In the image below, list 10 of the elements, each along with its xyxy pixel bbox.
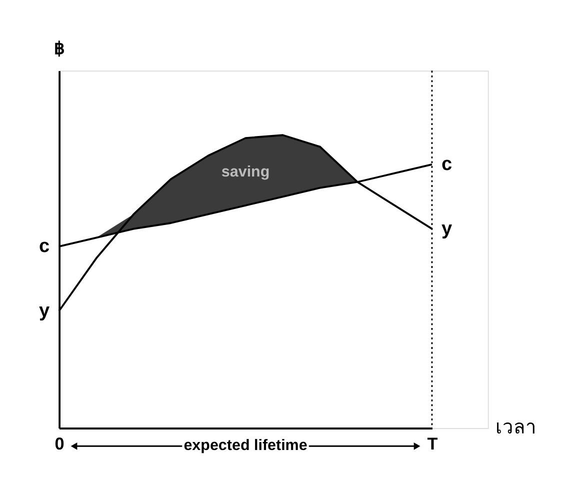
text: expected lifetime	[184, 436, 308, 454]
annotation: saving	[221, 164, 270, 181]
x-tick-label: T	[427, 433, 438, 454]
y-axis-title: ฿	[54, 38, 66, 58]
text: y	[441, 218, 452, 240]
series-label: c	[38, 236, 50, 258]
x-axis-title: เวลา	[496, 416, 537, 439]
series-label: y	[38, 300, 50, 322]
text: c	[441, 154, 452, 176]
x-tick-label: 0	[54, 433, 64, 454]
